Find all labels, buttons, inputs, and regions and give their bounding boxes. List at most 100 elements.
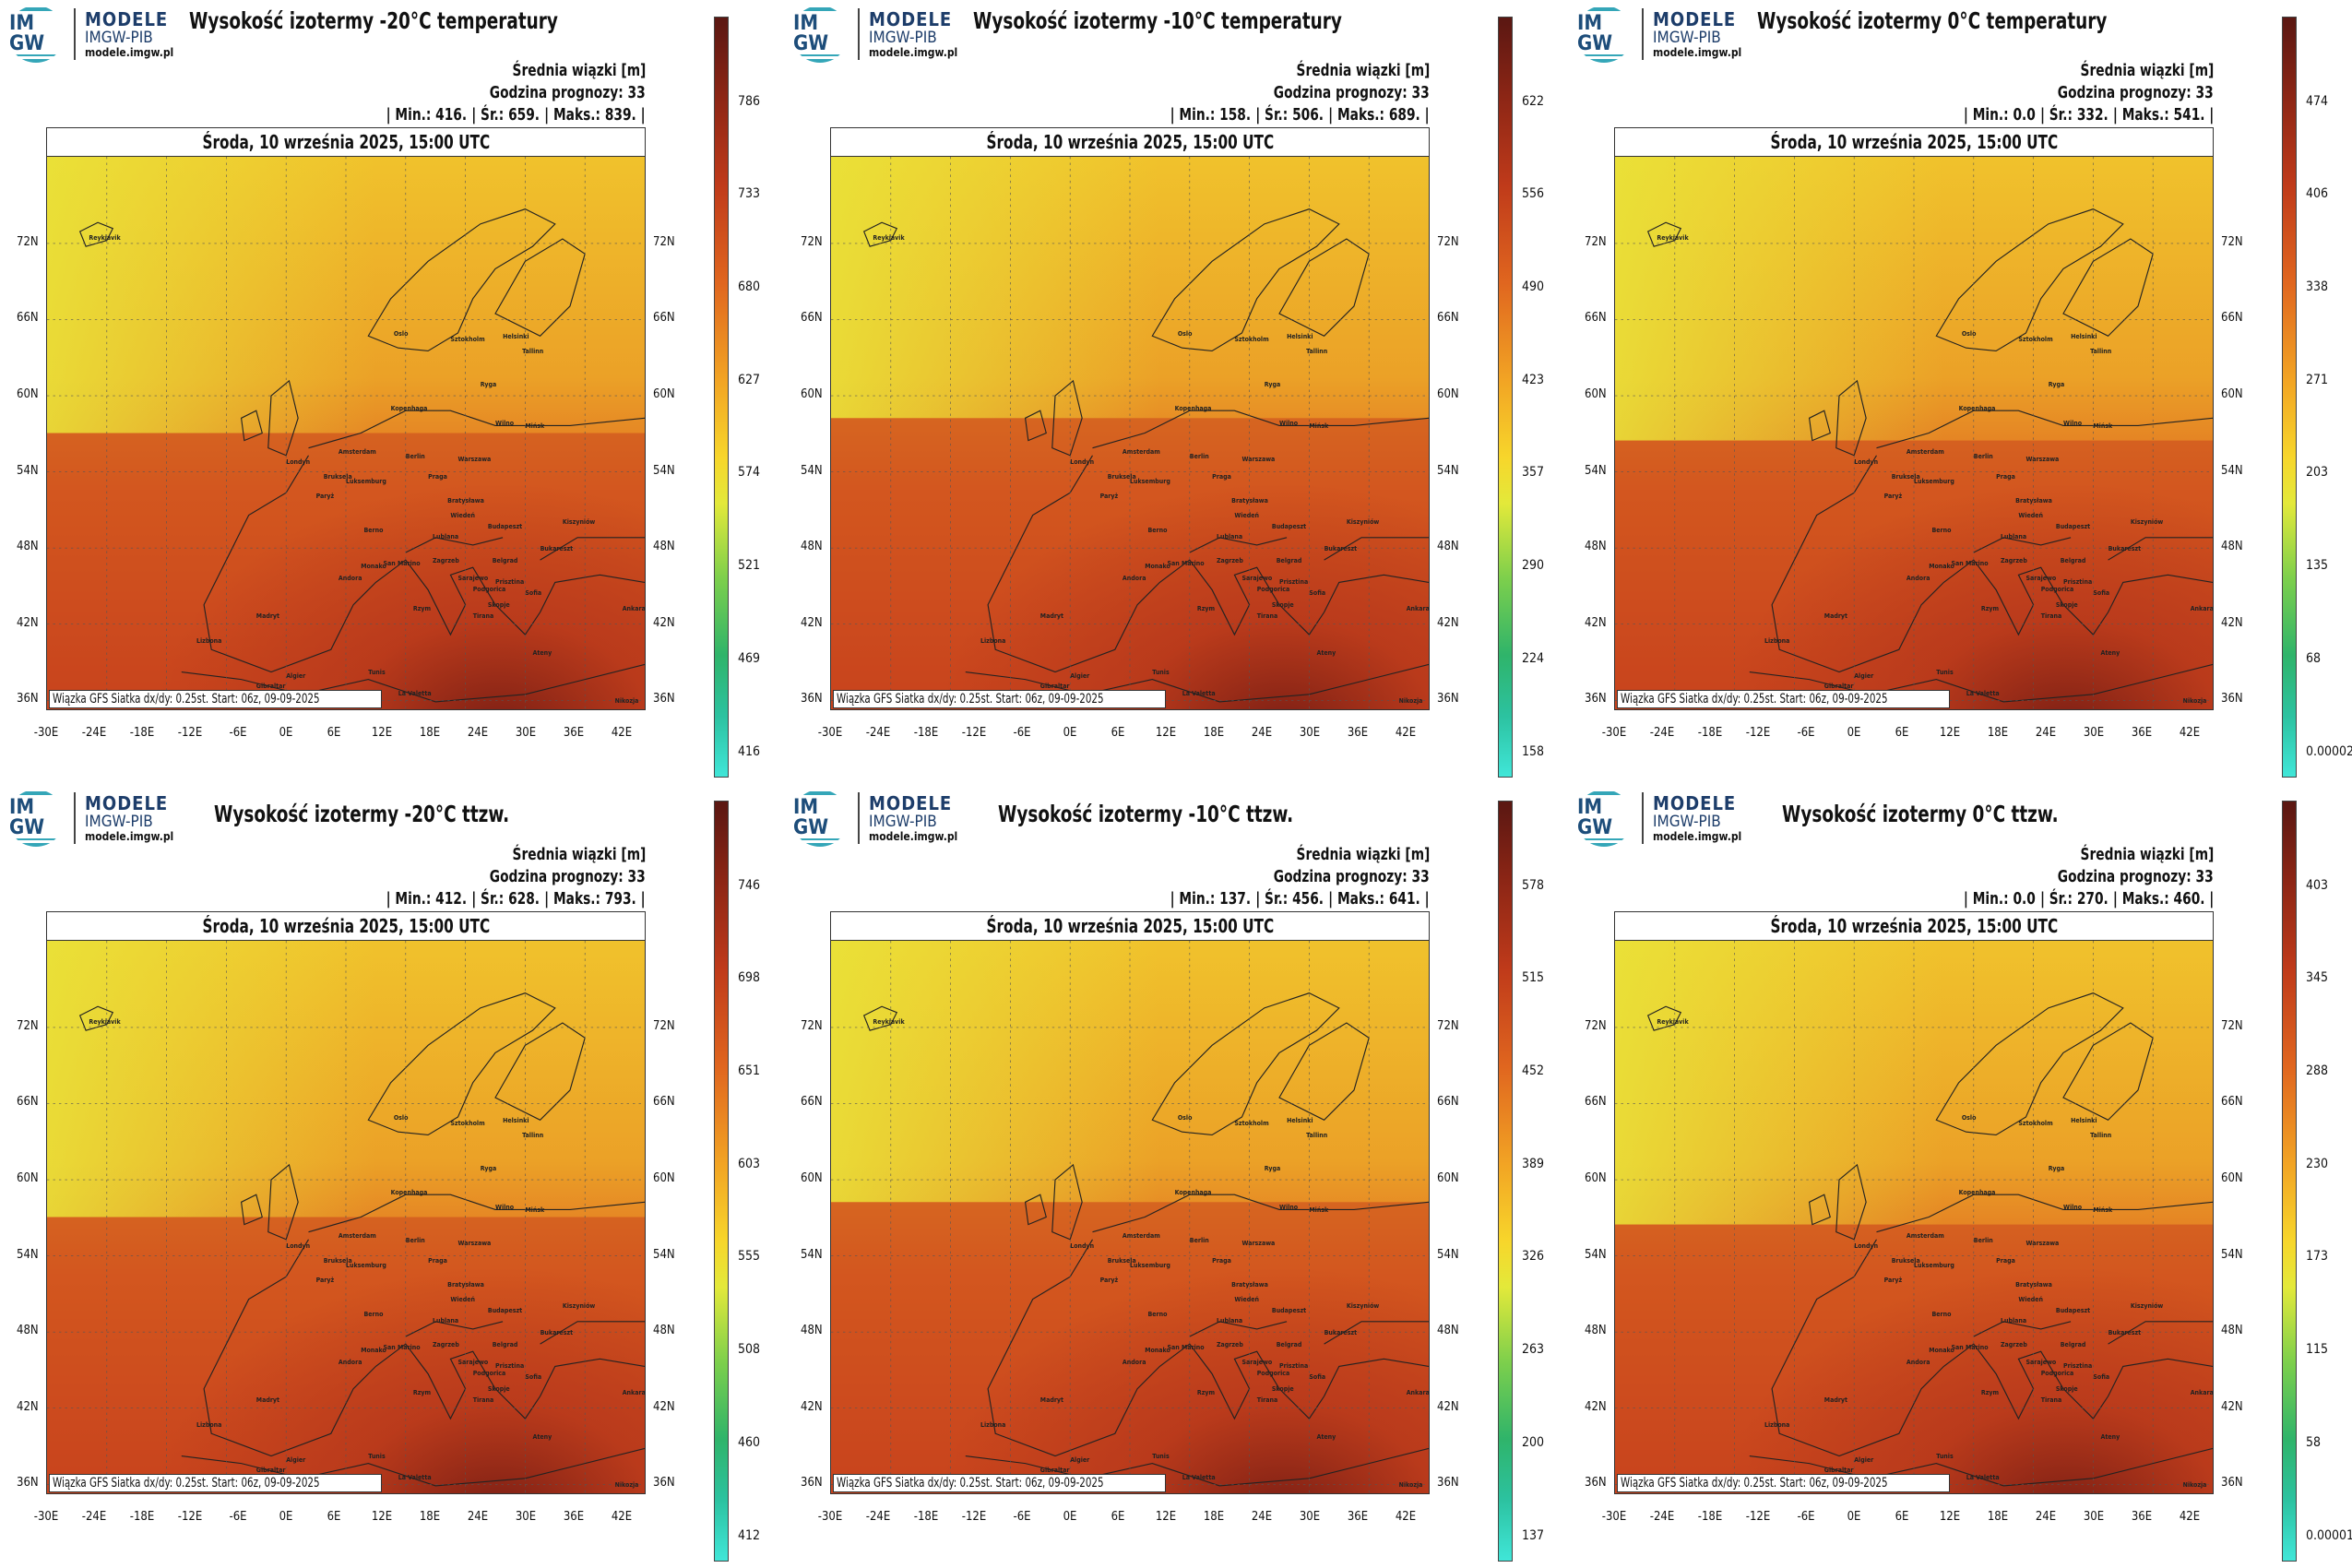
panel-title: Wysokość izotermy -20°C ttzw. — [214, 801, 510, 827]
city-label: Bukareszt — [2108, 544, 2142, 552]
city-label: Ankara — [1406, 604, 1429, 612]
city-label: Praga — [1996, 1257, 2015, 1265]
lat-tick-label: 48N — [1437, 540, 1459, 554]
imgw-logo[interactable]: IM GW MODELE IMGW-PIB modele.imgw.pl — [7, 790, 173, 847]
lat-tick-label: 48N — [801, 540, 823, 554]
imgw-logo[interactable]: IM GW MODELE IMGW-PIB modele.imgw.pl — [791, 6, 957, 63]
city-label: Andora — [1906, 575, 1930, 583]
imgw-logo[interactable]: IM GW MODELE IMGW-PIB modele.imgw.pl — [1575, 790, 1741, 847]
colorbar — [2282, 801, 2297, 1562]
city-label: Paryż — [1883, 493, 1903, 501]
colorbar-tick-label: 733 — [738, 186, 761, 201]
city-label: Helsinki — [1287, 1117, 1313, 1125]
date-bar: Środa, 10 września 2025, 15:00 UTC — [47, 128, 645, 157]
city-label: Podgorica — [1256, 1369, 1290, 1377]
city-label: Algier — [1854, 671, 1874, 680]
lat-tick-label: 60N — [1585, 387, 1607, 402]
city-label: Gibraltar — [255, 682, 286, 690]
lon-tick-label: -6E — [229, 1510, 247, 1524]
lon-tick-label: -24E — [865, 1510, 891, 1524]
colorbar-tick-label: 680 — [738, 279, 761, 294]
city-label: Andora — [338, 1359, 362, 1367]
city-label: Rzym — [412, 604, 432, 612]
isotherm-field-map — [47, 941, 645, 1493]
city-label: Ankara — [2190, 1388, 2213, 1396]
stat-mean: | Śr.: 506. — [1255, 105, 1324, 125]
city-label: Ankara — [622, 604, 645, 612]
colorbar-tick-label: 68 — [2306, 651, 2322, 666]
city-label: Tirana — [2040, 612, 2062, 620]
map-area[interactable]: Reykjavik Oslo Sztokholm Helsinki Tallinn Ryg… — [1615, 157, 2213, 709]
lon-tick-label: -12E — [177, 726, 203, 740]
model-info-footer: Wiązka GFS Siatka dx/dy: 0.25st. Start: … — [49, 690, 383, 708]
colorbar-tick-label: 515 — [1522, 970, 1545, 985]
lat-tick-label: 48N — [653, 540, 675, 554]
mean-label: Średnia wiązki [m] — [512, 61, 646, 80]
city-label: Sztokholm — [2018, 1120, 2053, 1128]
lat-tick-label: 66N — [801, 1095, 823, 1110]
map-area[interactable]: Reykjavik Oslo Sztokholm Helsinki Tallinn Ryg… — [47, 941, 645, 1493]
city-label: Amsterdam — [1122, 1231, 1160, 1240]
city-label: Amsterdam — [338, 447, 376, 456]
lat-tick-label: 60N — [653, 387, 675, 402]
valid-date: Środa, 10 września 2025, 15:00 UTC — [1770, 915, 2058, 937]
city-label: Budapeszt — [2055, 1306, 2091, 1314]
lon-tick-label: 36E — [2131, 726, 2153, 740]
city-label: Lizbona — [980, 1421, 1006, 1430]
city-label: Sarajewo — [457, 1359, 489, 1367]
city-label: Kiszyniów — [2130, 517, 2164, 526]
city-label: Berno — [1931, 1311, 1952, 1319]
city-label: Reykjavik — [89, 234, 121, 243]
model-info-text: Wiązka GFS Siatka dx/dy: 0.25st. Start: … — [53, 1476, 320, 1491]
stat-max: | Maks.: 839. | — [544, 105, 646, 125]
city-label: Zagrzeb — [1216, 1340, 1243, 1348]
city-label: La Valetta — [1182, 1473, 1216, 1481]
lat-tick-label: 48N — [653, 1324, 675, 1338]
colorbar-tick-label: 288 — [2306, 1063, 2329, 1078]
city-label: Tirana — [1256, 1396, 1278, 1404]
model-info-text: Wiązka GFS Siatka dx/dy: 0.25st. Start: … — [837, 692, 1104, 707]
map-frame: Środa, 10 września 2025, 15:00 UTC — [1614, 911, 2214, 1494]
stat-min: | Min.: 158. — [1170, 105, 1252, 125]
isotherm-field-map — [1615, 941, 2213, 1493]
city-label: Paryż — [1099, 493, 1119, 501]
colorbar-tick-label: 338 — [2306, 279, 2329, 294]
colorbar-tick-label: 521 — [738, 558, 761, 573]
city-label: Oslo — [1961, 1113, 1977, 1122]
city-label: Budapeszt — [487, 522, 523, 530]
logo-mark: IM GW — [1575, 798, 1633, 838]
city-label: Zagrzeb — [2000, 1340, 2027, 1348]
lon-tick-label: -6E — [1013, 726, 1031, 740]
colorbar — [1498, 17, 1513, 778]
panel-title: Wysokość izotermy 0°C temperatury — [1757, 7, 2108, 34]
lat-tick-label: 42N — [1585, 615, 1607, 630]
city-label: Nikozja — [1398, 1481, 1423, 1490]
city-label: Madryt — [1039, 612, 1064, 620]
city-label: Kiszyniów — [1346, 1301, 1380, 1310]
city-label: Sofia — [2093, 589, 2110, 598]
city-label: Lizbona — [980, 637, 1006, 646]
lon-tick-label: -30E — [33, 1510, 59, 1524]
map-area[interactable]: Reykjavik Oslo Sztokholm Helsinki Tallinn Ryg… — [1615, 941, 2213, 1493]
imgw-logo[interactable]: IM GW MODELE IMGW-PIB modele.imgw.pl — [791, 790, 957, 847]
lat-tick-label: 42N — [2221, 1399, 2243, 1414]
city-label: Sofia — [1309, 589, 1326, 598]
lon-tick-label: -24E — [865, 726, 891, 740]
map-area[interactable]: Reykjavik Oslo Sztokholm Helsinki Tallinn Ryg… — [831, 157, 1429, 709]
colorbar-tick-label: 555 — [738, 1249, 761, 1264]
city-label: Paryż — [315, 1277, 335, 1285]
city-label: Tallinn — [522, 348, 544, 356]
city-label: Praga — [428, 473, 447, 481]
map-area[interactable]: Reykjavik Oslo Sztokholm Helsinki Tallinn Ryg… — [47, 157, 645, 709]
lat-tick-label: 72N — [2221, 1018, 2243, 1033]
imgw-logo[interactable]: IM GW MODELE IMGW-PIB modele.imgw.pl — [1575, 6, 1741, 63]
lat-tick-label: 66N — [801, 311, 823, 326]
lon-tick-label: 6E — [1111, 726, 1125, 740]
city-label: Berno — [363, 1311, 384, 1319]
city-label: Ateny — [532, 649, 552, 658]
city-label: Tallinn — [1306, 348, 1328, 356]
model-info-footer: Wiązka GFS Siatka dx/dy: 0.25st. Start: … — [49, 1474, 383, 1492]
imgw-logo[interactable]: IM GW MODELE IMGW-PIB modele.imgw.pl — [7, 6, 173, 63]
map-area[interactable]: Reykjavik Oslo Sztokholm Helsinki Tallinn Ryg… — [831, 941, 1429, 1493]
city-label: Mińsk — [2093, 422, 2113, 431]
